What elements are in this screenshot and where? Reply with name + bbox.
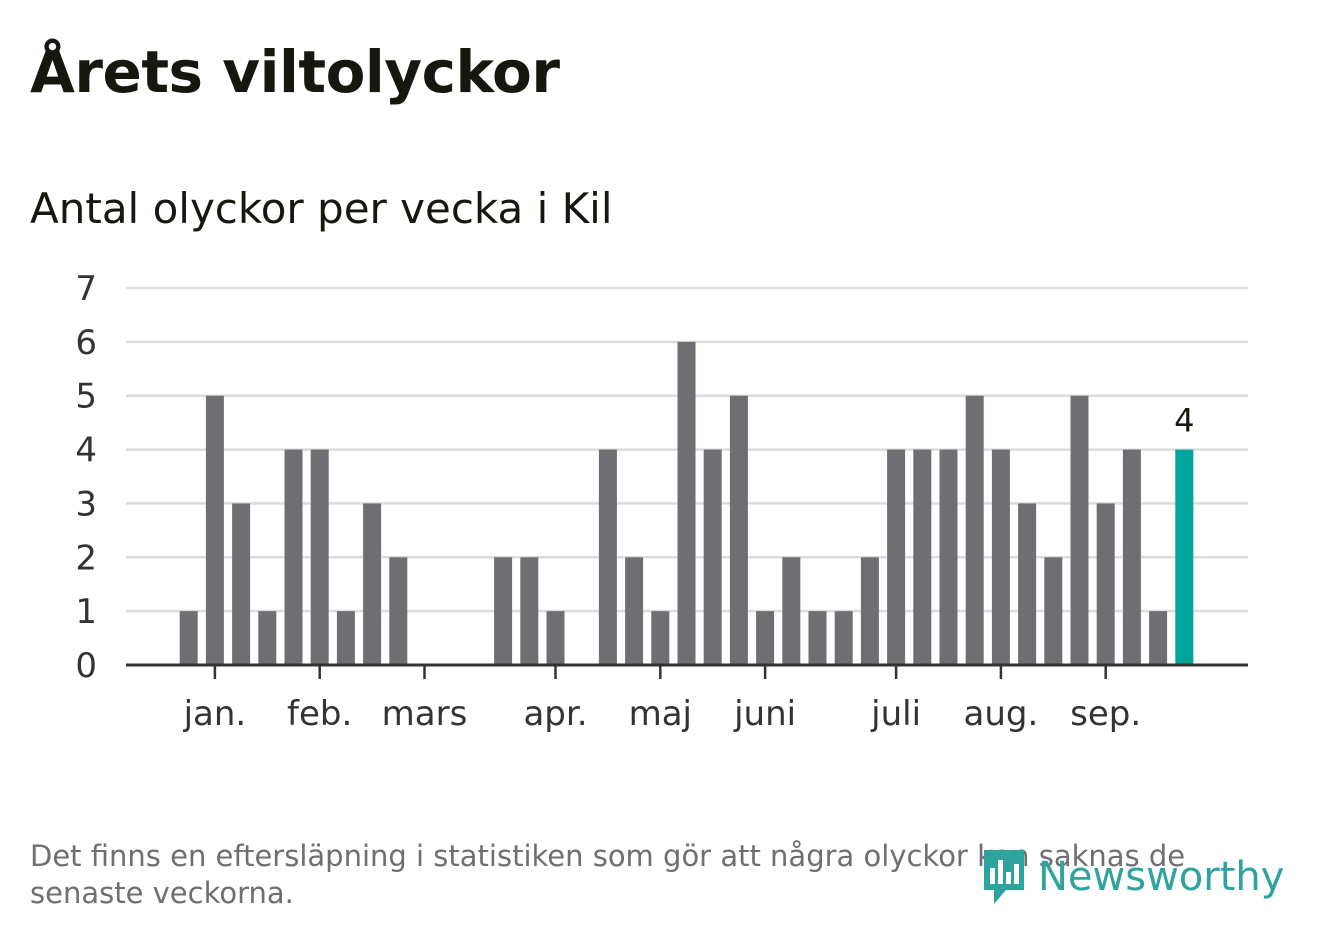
bar-chart: 0 1 2 3 4 5 6 7 jan. feb. mars apr. maj juni juli aug.… [75, 269, 1248, 734]
bar [546, 611, 565, 665]
x-axis-labels: jan. feb. mars apr. maj juni juli aug. sep. [183, 694, 1142, 734]
y-tick-label: 4 [75, 431, 97, 471]
bar [1122, 449, 1141, 665]
bar [729, 395, 748, 665]
data-label: 4 [1174, 402, 1194, 440]
bar [494, 557, 513, 665]
bar [860, 557, 879, 665]
bar [205, 395, 224, 665]
bar [179, 611, 198, 665]
bar [363, 503, 382, 665]
y-tick-label: 5 [75, 377, 97, 417]
bar [336, 611, 355, 665]
x-tick-label: juli [870, 694, 921, 734]
bar [651, 611, 670, 665]
bar [887, 449, 906, 665]
bar [808, 611, 827, 665]
bar [625, 557, 644, 665]
bar [520, 557, 539, 665]
bar [310, 449, 329, 665]
y-tick-label: 0 [75, 646, 97, 686]
x-tick-label: juni [733, 694, 796, 734]
bar [1044, 557, 1063, 665]
bar [939, 449, 958, 665]
x-axis [126, 663, 1248, 679]
y-tick-label: 7 [75, 269, 97, 309]
bar [284, 449, 303, 665]
y-tick-label: 1 [75, 592, 97, 632]
x-tick-label: sep. [1070, 694, 1141, 734]
bar [1018, 503, 1037, 665]
bar [598, 449, 617, 665]
x-tick-label: jan. [183, 694, 247, 734]
bars [179, 341, 1194, 665]
x-tick-label: apr. [523, 694, 587, 734]
bar [1149, 611, 1168, 665]
bar [913, 449, 932, 665]
logo-text: Newsworthy [1038, 854, 1285, 900]
bar [1070, 395, 1089, 665]
bar-highlight [1175, 449, 1194, 665]
bar [756, 611, 775, 665]
bar [258, 611, 277, 665]
x-tick-label: feb. [287, 694, 352, 734]
y-tick-label: 6 [75, 323, 97, 363]
annotations: 4 [1174, 402, 1194, 440]
newsworthy-logo[interactable]: Newsworthy [980, 846, 1284, 908]
bar [991, 449, 1010, 665]
bar-chart-speech-icon [984, 850, 1024, 904]
chart-title: Årets viltolyckor [30, 38, 560, 106]
bar [677, 341, 696, 665]
bar [232, 503, 251, 665]
bar [965, 395, 984, 665]
bar [834, 611, 853, 665]
bar [782, 557, 801, 665]
y-tick-label: 3 [75, 484, 97, 524]
y-axis-labels: 0 1 2 3 4 5 6 7 [75, 269, 97, 686]
x-tick-label: aug. [964, 694, 1039, 734]
bar [1096, 503, 1115, 665]
chart-subtitle: Antal olyckor per vecka i Kil [30, 184, 613, 233]
x-tick-label: maj [629, 694, 692, 734]
x-tick-label: mars [382, 694, 468, 734]
bar [703, 449, 722, 665]
bar [389, 557, 408, 665]
y-tick-label: 2 [75, 538, 97, 578]
